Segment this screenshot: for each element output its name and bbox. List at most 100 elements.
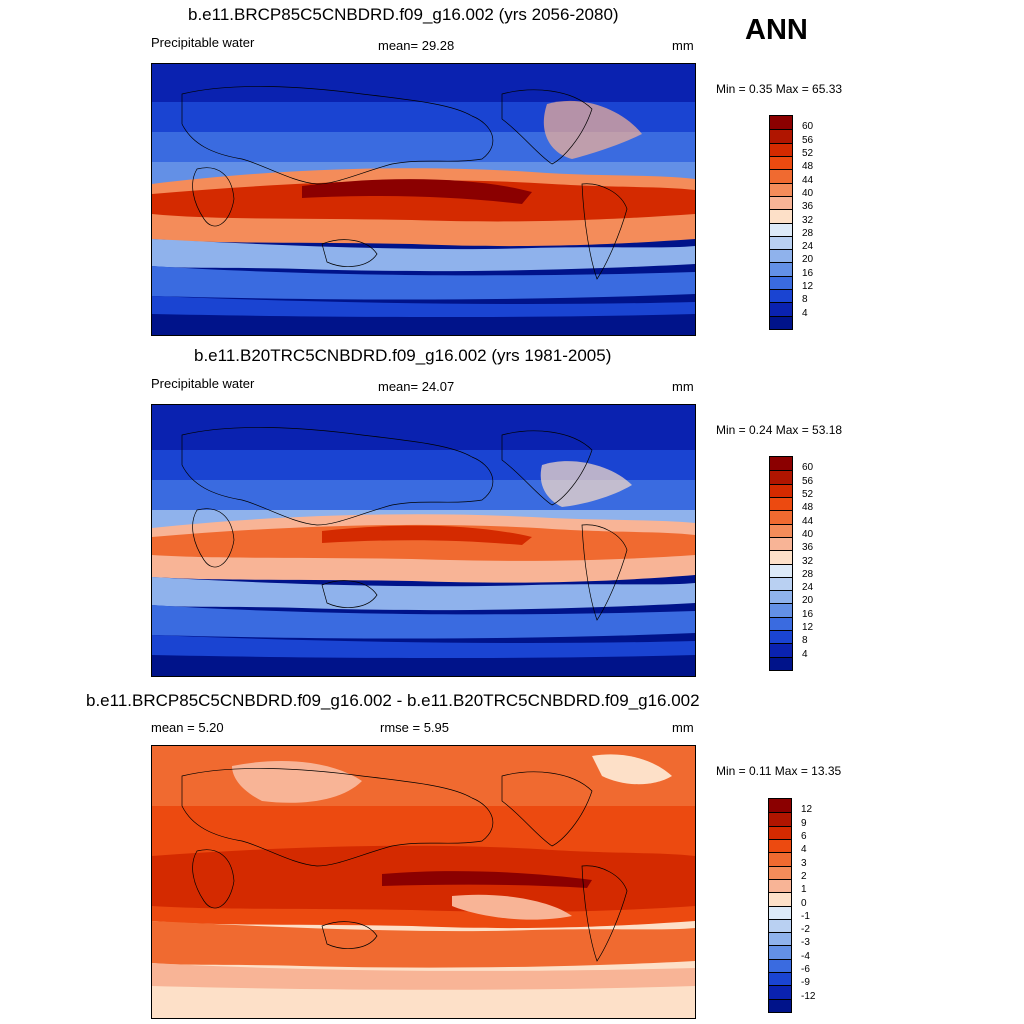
colorbar-tick-label: 56 — [802, 134, 814, 146]
colorbar-tick-label: 32 — [802, 214, 814, 226]
colorbar-swatch — [770, 603, 792, 617]
colorbar-swatch — [770, 195, 792, 210]
panel-2-title: b.e11.B20TRC5CNBDRD.f09_g16.002 (yrs 198… — [194, 346, 612, 365]
colorbar-tick-label: 4 — [802, 648, 808, 660]
colorbar-tick-label: 52 — [802, 488, 814, 500]
colorbar-swatch — [770, 550, 792, 564]
colorbar-swatch — [770, 235, 792, 250]
colorbar-swatch — [770, 590, 792, 604]
panel-3-colorbar: 12 9 6 4 3 2 1 0 -1 -2 -3 -4 -6 -9 -12 — [768, 798, 848, 1013]
colorbar-tick-label: -4 — [801, 950, 810, 962]
colorbar-swatch — [769, 905, 791, 919]
colorbar-swatch — [770, 496, 792, 511]
colorbar-tick-label: 20 — [802, 254, 814, 266]
colorbar-swatch — [770, 275, 792, 290]
panel-3-colorbar-swatches — [768, 798, 792, 1013]
colorbar-swatch — [769, 799, 791, 813]
colorbar-tick-label: 36 — [802, 201, 814, 213]
colorbar-swatch — [769, 852, 791, 866]
panel-1-colorbar-swatches — [769, 115, 793, 330]
panel-2-variable: Precipitable water — [151, 376, 255, 391]
season-label: ANN — [745, 14, 808, 46]
panel-2-minmax: Min = 0.24 Max = 53.18 — [716, 423, 843, 437]
colorbar-tick-label: 44 — [802, 515, 814, 527]
colorbar-swatch — [770, 249, 792, 263]
colorbar-swatch — [769, 865, 791, 879]
colorbar-swatch — [770, 169, 792, 183]
colorbar-swatch — [770, 616, 792, 631]
colorbar-swatch — [770, 576, 792, 591]
colorbar-swatch — [770, 262, 792, 276]
panel-1-mean: mean= 29.28 — [378, 38, 455, 53]
colorbar-tick-label: 16 — [802, 608, 814, 620]
panel-1-minmax: Min = 0.35 Max = 65.33 — [716, 82, 843, 96]
colorbar-tick-label: 8 — [802, 635, 808, 647]
colorbar-tick-label: 2 — [801, 870, 807, 882]
colorbar-swatch — [769, 812, 791, 826]
colorbar-tick-label: 3 — [801, 857, 807, 869]
panel-2-colorbar-swatches — [769, 456, 793, 671]
colorbar-swatch — [769, 945, 791, 959]
colorbar-tick-label: 36 — [802, 542, 814, 554]
colorbar-tick-label: 48 — [802, 502, 814, 514]
colorbar-swatch — [769, 838, 791, 853]
colorbar-swatch — [770, 182, 792, 196]
panel-1-title: b.e11.BRCP85C5CNBDRD.f09_g16.002 (yrs 20… — [188, 5, 619, 24]
colorbar-tick-label: -12 — [801, 990, 816, 1002]
colorbar-tick-label: 16 — [802, 267, 814, 279]
colorbar-swatch — [770, 209, 792, 223]
colorbar-tick-label: 60 — [802, 121, 814, 133]
colorbar-tick-label: 8 — [802, 294, 808, 306]
colorbar-swatch — [770, 155, 792, 170]
panel-1-units: mm — [672, 38, 694, 53]
colorbar-swatch — [770, 116, 792, 130]
panel-3-title: b.e11.BRCP85C5CNBDRD.f09_g16.002 - b.e11… — [86, 691, 700, 710]
colorbar-tick-label: -3 — [801, 937, 810, 949]
colorbar-tick-label: -6 — [801, 964, 810, 976]
panel-1-variable: Precipitable water — [151, 35, 255, 50]
colorbar-swatch — [770, 656, 792, 670]
colorbar-tick-label: 40 — [802, 187, 814, 199]
panel-3-mean: mean = 5.20 — [151, 720, 224, 735]
panel-3-minmax: Min = 0.11 Max = 13.35 — [716, 764, 842, 778]
colorbar-tick-label: 6 — [801, 830, 807, 842]
colorbar-swatch — [769, 998, 791, 1012]
colorbar-swatch — [769, 892, 791, 906]
colorbar-tick-label: 52 — [802, 147, 814, 159]
colorbar-tick-label: 24 — [802, 582, 814, 594]
colorbar-swatch — [769, 825, 791, 839]
colorbar-swatch — [770, 643, 792, 657]
colorbar-swatch — [770, 470, 792, 484]
colorbar-swatch — [770, 483, 792, 497]
colorbar-swatch — [769, 932, 791, 946]
colorbar-tick-label: 12 — [802, 281, 814, 293]
colorbar-swatch — [770, 222, 792, 236]
colorbar-swatch — [769, 985, 791, 999]
panel-3-units: mm — [672, 720, 694, 735]
colorbar-tick-label: 24 — [802, 241, 814, 253]
colorbar-swatch — [769, 878, 791, 893]
colorbar-tick-label: 9 — [801, 817, 807, 829]
colorbar-swatch — [770, 302, 792, 316]
panel-1-map — [151, 63, 696, 336]
colorbar-swatch — [770, 142, 792, 156]
colorbar-swatch — [770, 315, 792, 329]
colorbar-swatch — [770, 289, 792, 303]
colorbar-swatch — [770, 523, 792, 537]
colorbar-tick-label: 48 — [802, 161, 814, 173]
panel-2-mean: mean= 24.07 — [378, 379, 455, 394]
colorbar-tick-label: 4 — [801, 844, 807, 856]
panel-2-colorbar: 60 56 52 48 44 40 36 32 28 24 20 16 12 8 4 — [769, 456, 849, 671]
colorbar-tick-label: 44 — [802, 174, 814, 186]
colorbar-swatch — [770, 510, 792, 524]
colorbar-swatch — [770, 536, 792, 551]
colorbar-tick-label: 4 — [802, 307, 808, 319]
colorbar-swatch — [769, 958, 791, 973]
colorbar-tick-label: 12 — [801, 804, 813, 816]
colorbar-tick-label: 40 — [802, 528, 814, 540]
colorbar-tick-label: 20 — [802, 595, 814, 607]
colorbar-tick-label: 0 — [801, 897, 807, 909]
colorbar-tick-label: 12 — [802, 622, 814, 634]
panel-3-rmse: rmse = 5.95 — [380, 720, 450, 735]
colorbar-swatch — [770, 129, 792, 143]
